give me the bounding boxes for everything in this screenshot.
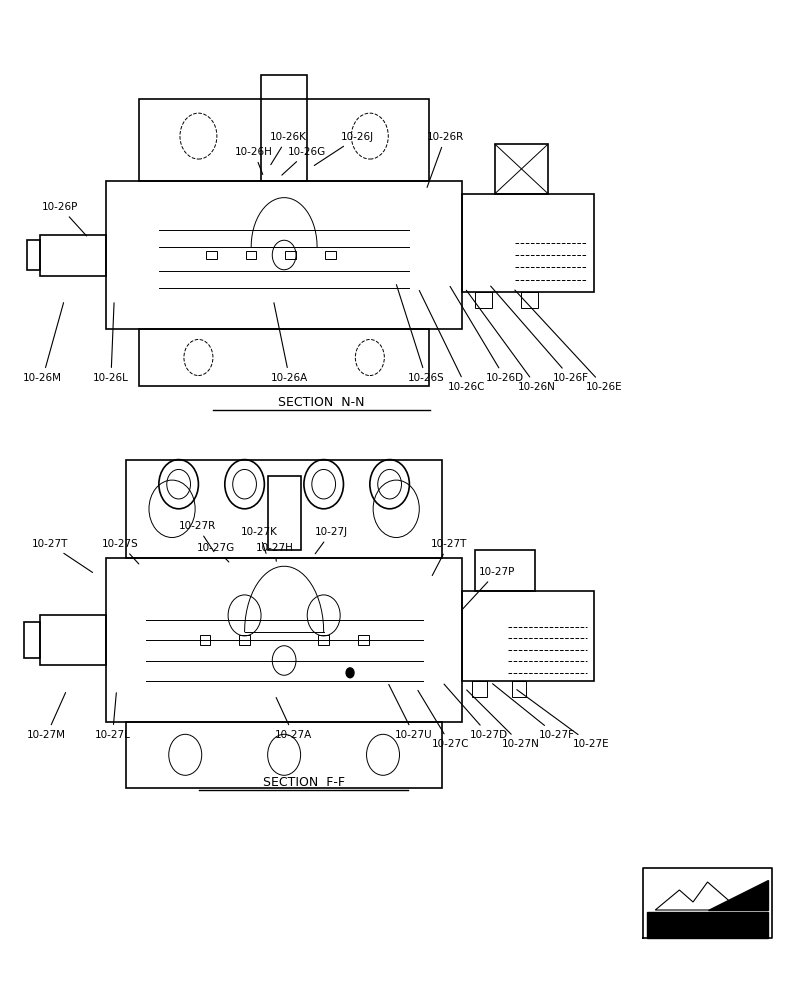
Text: 10-27L: 10-27L (95, 693, 130, 740)
Text: 10-27T: 10-27T (430, 539, 467, 576)
Text: 10-27E: 10-27E (516, 690, 609, 749)
Text: 10-27J: 10-27J (314, 527, 348, 554)
Text: 10-27D: 10-27D (443, 684, 507, 740)
Circle shape (345, 668, 353, 678)
Text: 10-27C: 10-27C (418, 690, 468, 749)
Text: 10-26G: 10-26G (282, 147, 326, 175)
Text: 10-26K: 10-26K (269, 132, 306, 165)
Text: 10-27R: 10-27R (178, 521, 215, 552)
Text: 10-26F: 10-26F (490, 286, 588, 383)
Text: 10-27T: 10-27T (31, 539, 92, 572)
Text: 10-26A: 10-26A (271, 303, 308, 383)
Text: 10-26C: 10-26C (419, 290, 484, 392)
Text: 10-27U: 10-27U (389, 684, 432, 740)
Text: SECTION  N-N: SECTION N-N (278, 395, 365, 408)
Text: 10-27F: 10-27F (492, 684, 573, 740)
Polygon shape (707, 880, 767, 910)
Text: SECTION  F-F: SECTION F-F (263, 776, 344, 788)
Text: 10-26M: 10-26M (23, 303, 63, 383)
Text: 10-26H: 10-26H (234, 147, 273, 174)
Text: 10-27N: 10-27N (466, 690, 540, 749)
Text: 10-26N: 10-26N (466, 290, 556, 392)
Text: 10-26J: 10-26J (314, 132, 374, 165)
Polygon shape (654, 882, 739, 910)
Text: 10-27K: 10-27K (240, 527, 277, 553)
Polygon shape (646, 912, 767, 938)
Text: 10-26R: 10-26R (426, 132, 463, 187)
Text: 10-27H: 10-27H (255, 543, 294, 561)
Text: 10-26E: 10-26E (514, 290, 622, 392)
Text: 10-27P: 10-27P (461, 567, 515, 610)
Text: 10-27G: 10-27G (196, 543, 234, 562)
Text: 10-26P: 10-26P (42, 202, 87, 236)
Text: 10-26D: 10-26D (450, 286, 524, 383)
Text: 10-26L: 10-26L (93, 303, 128, 383)
Text: 10-27M: 10-27M (27, 693, 66, 740)
Text: 10-26S: 10-26S (396, 285, 444, 383)
Text: 10-27S: 10-27S (102, 539, 139, 564)
Text: 10-27A: 10-27A (275, 698, 312, 740)
